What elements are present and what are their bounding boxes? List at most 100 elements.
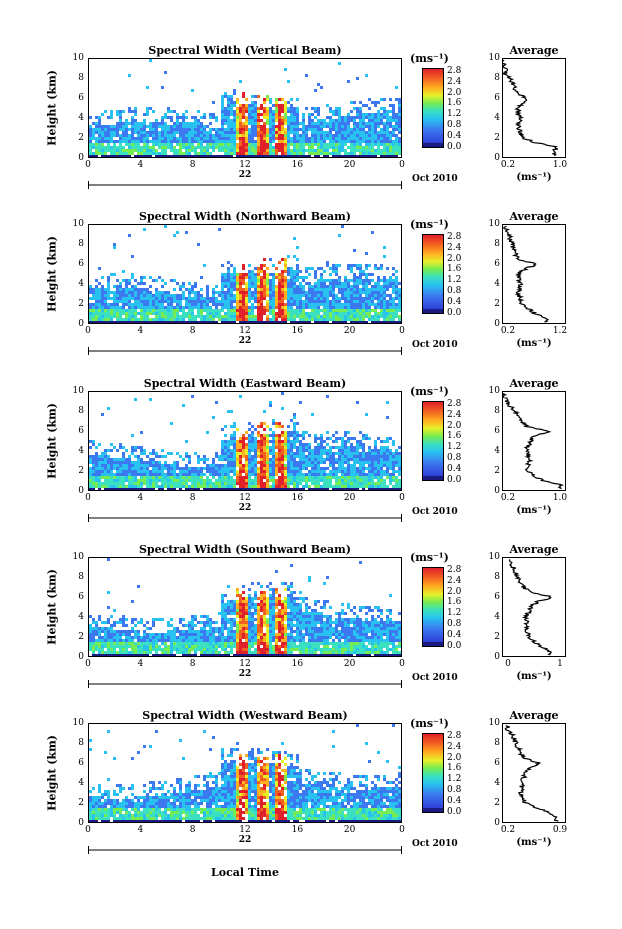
average-y-tick-label: 6 [494, 758, 500, 768]
colorbar-tick-label: 0.8 [447, 619, 462, 630]
average-profile-line [502, 225, 550, 323]
heatmap-plot [88, 557, 402, 657]
colorbar [422, 401, 444, 481]
average-y-tick-label: 0 [494, 652, 500, 662]
date-label: Oct 2010 [412, 340, 458, 350]
average-y-tick-label: 8 [494, 239, 500, 249]
heatmap-plot [88, 58, 402, 158]
average-x-tick-label: 1 [557, 659, 563, 669]
y-axis-label-text: Height (km) [45, 403, 59, 479]
y-axis-label: Height (km) [42, 58, 62, 158]
average-title: Average [509, 44, 559, 57]
heatmap-svg [89, 558, 401, 656]
x-tick-label: 0 [85, 326, 91, 336]
average-y-tick-label: 10 [488, 552, 500, 562]
average-y-tick-label: 2 [494, 798, 500, 808]
average-profile-line [504, 725, 559, 822]
y-tick-label: 6 [78, 758, 84, 768]
average-y-tick-label: 2 [494, 466, 500, 476]
average-x-tick-label: 0 [505, 659, 511, 669]
y-tick-label: 8 [78, 406, 84, 416]
colorbar-tick-label: 2.8 [447, 232, 462, 242]
chart-panel: Spectral Width (Southward Beam) Height (k… [0, 543, 622, 711]
colorbar-tick-label: 2.4 [447, 575, 462, 586]
colorbar-tick-label: 2.8 [447, 565, 462, 575]
x-tick-label: 16 [291, 825, 304, 835]
average-profile-svg [504, 725, 559, 822]
date-label: Oct 2010 [412, 507, 458, 517]
x-tick-label: 12 [239, 326, 251, 336]
colorbar-tick-label: 1.2 [447, 275, 462, 286]
colorbar-tick-label: 1.6 [447, 597, 462, 608]
average-y-tick-label: 6 [494, 259, 500, 269]
colorbar-tick-label: 0.8 [447, 785, 462, 796]
y-tick-label: 2 [78, 798, 84, 808]
average-profile-svg [500, 392, 565, 490]
y-tick-label: 0 [78, 818, 84, 828]
average-profile-line [500, 392, 565, 490]
y-tick-label: 10 [72, 53, 84, 63]
colorbar-tick-label: 1.6 [447, 98, 462, 109]
average-y-tick-label: 6 [494, 426, 500, 436]
average-x-tick-label: 0.2 [500, 326, 516, 336]
x-tick-label: 16 [291, 160, 304, 170]
average-unit: (ms⁻¹) [516, 837, 552, 848]
y-tick-label: 2 [78, 632, 84, 642]
average-plot [500, 391, 566, 491]
x-tick-label: 0 [85, 659, 91, 669]
colorbar-tick-label: 2.0 [447, 752, 462, 763]
chart-title: Spectral Width (Southward Beam) [138, 543, 352, 556]
y-axis-label-text: Height (km) [45, 735, 59, 811]
average-x-tick-label: 1.2 [552, 326, 568, 336]
average-y-tick-label: 2 [494, 133, 500, 143]
x-tick-label: 8 [189, 493, 196, 503]
chart-panel: Spectral Width (Eastward Beam) Height (km… [0, 377, 622, 545]
colorbar-tick-label: 2.4 [447, 741, 462, 752]
y-tick-label: 2 [78, 133, 84, 143]
y-tick-label: 10 [72, 718, 84, 728]
x-tick-label: 4 [137, 659, 144, 669]
x-tick-label: 20 [343, 326, 356, 336]
colorbar-tick-label: 0.4 [447, 463, 462, 474]
x-tick-label: 0 [85, 493, 91, 503]
colorbar-tick-label: 2.0 [447, 586, 462, 597]
colorbar-tick-label: 1.2 [447, 442, 462, 453]
day-axis-svg [88, 347, 402, 355]
average-plot [502, 224, 566, 324]
y-axis-label: Height (km) [42, 557, 62, 657]
heatmap-plot [88, 723, 402, 823]
y-tick-label: 10 [72, 219, 84, 229]
average-y-tick-label: 0 [494, 486, 500, 496]
heatmap-svg [89, 392, 401, 490]
colorbar-tick-label: 1.2 [447, 774, 462, 785]
heatmap-svg [89, 724, 401, 822]
average-profile-line [498, 59, 558, 157]
day-axis-svg [88, 514, 402, 522]
colorbar [422, 234, 444, 314]
day-axis [88, 839, 402, 854]
colorbar-tick-label: 2.8 [447, 399, 462, 409]
colorbar-unit: (ms⁻¹) [410, 218, 449, 231]
y-axis-label-text: Height (km) [45, 70, 59, 146]
colorbar-tick-label: 1.2 [447, 608, 462, 619]
y-tick-label: 8 [78, 572, 84, 582]
average-title: Average [509, 709, 559, 722]
colorbar-tick-label: 1.6 [447, 431, 462, 442]
colorbar-tick-label: 0.8 [447, 453, 462, 464]
colorbar-tick-label: 0.0 [447, 640, 462, 651]
colorbar-tick-label: 1.2 [447, 109, 462, 120]
x-axis-label: Local Time [211, 866, 279, 879]
x-tick-label: 8 [189, 659, 196, 669]
colorbar [422, 567, 444, 647]
day-axis [88, 174, 402, 189]
colorbar-tick-label: 0.4 [447, 296, 462, 307]
y-tick-label: 6 [78, 93, 84, 103]
day-axis [88, 673, 402, 688]
colorbar-tick-label: 0.0 [447, 474, 462, 485]
colorbar-tick-label: 0.8 [447, 286, 462, 297]
colorbar-tick-label: 0.8 [447, 120, 462, 131]
average-y-tick-label: 6 [494, 93, 500, 103]
x-tick-label: 4 [137, 160, 144, 170]
colorbar-tick-label: 0.0 [447, 141, 462, 152]
x-tick-label: 8 [189, 326, 196, 336]
